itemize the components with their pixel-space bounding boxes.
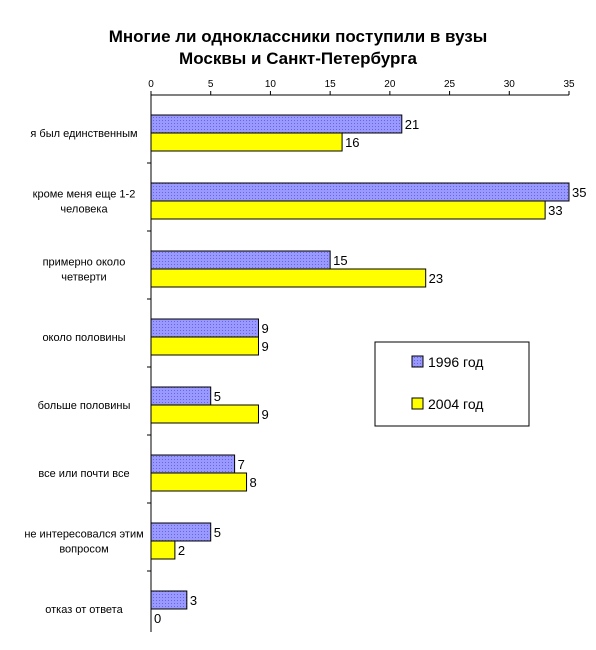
data-label: 7 [238, 457, 245, 472]
legend-box [374, 341, 530, 427]
category-label: не интересовался этим [24, 529, 143, 541]
category-label: кроме меня еще 1-2 [33, 189, 136, 201]
bar-1 [150, 182, 570, 202]
x-tick-label: 15 [325, 79, 337, 90]
data-label: 5 [214, 389, 221, 404]
bar-2 [150, 268, 427, 288]
data-label: 3 [190, 593, 197, 608]
category-label: я был единственным [30, 128, 137, 140]
data-label: 9 [261, 339, 268, 354]
bar-1 [150, 386, 212, 406]
data-label: 5 [214, 525, 221, 540]
category-label: человека [60, 204, 108, 216]
data-label: 21 [405, 117, 419, 132]
bar-1 [150, 590, 188, 610]
bar-1 [150, 522, 212, 542]
bar-2 [150, 404, 259, 424]
chart-title-line-1: Многие ли одноклассники поступили в вузы [109, 27, 488, 46]
data-label: 8 [250, 475, 257, 490]
category-label: больше половины [38, 400, 131, 412]
plot-area: 0 5 10 15 20 25 30 35я был единственным2116кром… [24, 79, 586, 632]
data-label: 9 [261, 321, 268, 336]
bar-2 [150, 336, 259, 356]
data-label: 23 [429, 271, 443, 286]
category-label: вопросом [59, 544, 108, 556]
chart-title-line-2: Москвы и Санкт-Петербурга [179, 49, 417, 68]
legend-swatch-2 [411, 397, 424, 410]
data-label: 9 [261, 407, 268, 422]
bar-2 [150, 200, 546, 220]
legend: 1996 год 2004 год [374, 341, 530, 427]
category-label: все или почти все [38, 468, 129, 480]
data-label: 33 [548, 203, 562, 218]
bar-1 [150, 250, 331, 270]
category-label: четверти [61, 272, 106, 284]
data-label: 35 [572, 185, 586, 200]
legend-label-2: 2004 год [428, 396, 483, 412]
bar-2 [150, 132, 343, 152]
data-label: 15 [333, 253, 347, 268]
bar-1 [150, 114, 403, 134]
x-tick-label: 0 [148, 79, 154, 90]
bar-2 [150, 540, 176, 560]
data-label: 0 [154, 611, 161, 626]
x-tick-label: 10 [265, 79, 277, 90]
category-label: примерно около [43, 257, 126, 269]
legend-label-1: 1996 год [428, 354, 483, 370]
category-label: отказ от ответа [45, 604, 123, 616]
bar-2 [150, 472, 248, 492]
legend-swatch-1 [411, 355, 424, 368]
category-label: около половины [42, 332, 125, 344]
bar-1 [150, 454, 236, 474]
x-tick-label: 35 [563, 79, 575, 90]
x-tick-label: 30 [504, 79, 516, 90]
x-tick-label: 20 [384, 79, 396, 90]
data-label: 2 [178, 543, 185, 558]
x-tick-label: 25 [444, 79, 456, 90]
bar-1 [150, 318, 259, 338]
data-label: 16 [345, 135, 359, 150]
x-tick-label: 5 [208, 79, 214, 90]
